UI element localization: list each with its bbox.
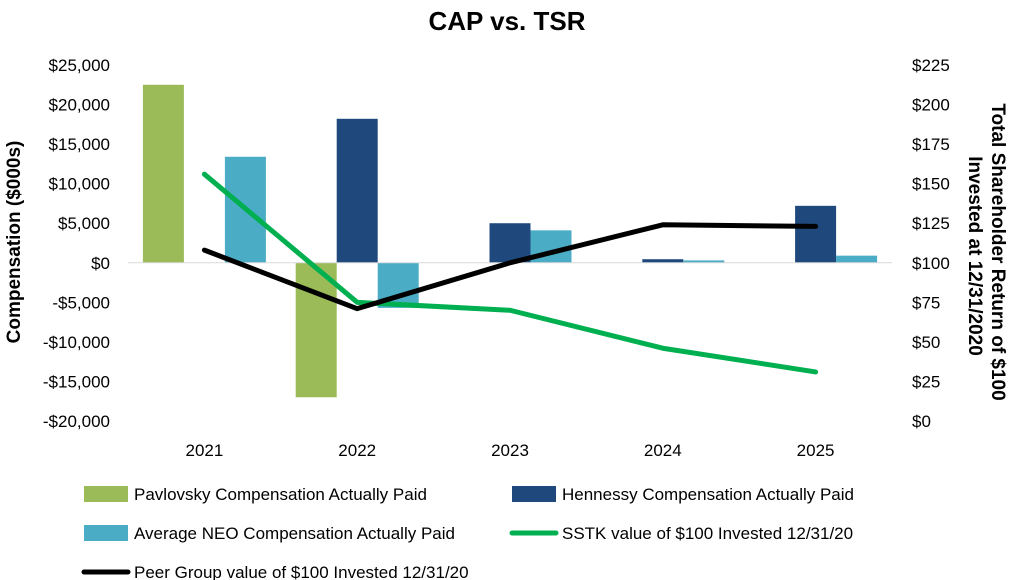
right-tick-label: $75	[912, 293, 940, 312]
right-tick-label: $225	[912, 56, 950, 75]
left-axis-ticks: $25,000 $20,000 $15,000 $10,000 $5,000 $0 -$5,…	[43, 56, 110, 431]
chart-title: CAP vs. TSR	[428, 6, 585, 36]
left-tick-label: $5,000	[58, 214, 110, 233]
right-tick-label: $50	[912, 333, 940, 352]
left-tick-label: $20,000	[49, 96, 110, 115]
legend-label: SSTK value of $100 Invested 12/31/20	[562, 524, 853, 543]
left-axis-title: Compensation ($000s)	[4, 141, 25, 344]
bar-hennessy-2022	[336, 118, 378, 263]
x-tick-label: 2021	[185, 441, 223, 460]
legend-swatch	[84, 525, 128, 541]
right-tick-label: $175	[912, 135, 950, 154]
chart-legend: Pavlovsky Compensation Actually Paid Henn…	[81, 485, 854, 580]
right-axis-title-line-1: Total Shareholder Return of $100	[987, 103, 1008, 400]
lines-layer	[201, 171, 819, 375]
sstk-line	[201, 171, 819, 375]
left-tick-label: -$10,000	[43, 333, 110, 352]
x-tick-label: 2023	[491, 441, 529, 460]
right-tick-label: $25	[912, 372, 940, 391]
right-tick-label: $100	[912, 254, 950, 273]
left-tick-label: -$15,000	[43, 372, 110, 391]
bars-layer	[142, 84, 878, 398]
bar-hennessy-2025	[795, 205, 837, 263]
legend-label: Average NEO Compensation Actually Paid	[134, 524, 455, 543]
legend-swatch	[512, 486, 556, 502]
bar-pavlovsky-2021	[142, 84, 184, 263]
legend-label: Hennessy Compensation Actually Paid	[562, 485, 854, 504]
right-tick-label: $0	[912, 412, 931, 431]
legend-swatch	[84, 486, 128, 502]
x-tick-label: 2024	[644, 441, 682, 460]
bar-average-2024	[683, 260, 725, 263]
left-tick-label: -$20,000	[43, 412, 110, 431]
right-tick-label: $150	[912, 175, 950, 194]
left-tick-label: $10,000	[49, 175, 110, 194]
left-tick-label: $15,000	[49, 135, 110, 154]
right-axis-title-line-2: Invested at 12/31/2020	[964, 156, 985, 356]
legend-label: Pavlovsky Compensation Actually Paid	[134, 485, 427, 504]
right-axis-ticks: $225 $200 $175 $150 $125 $100 $75 $50 $25 $0	[912, 56, 950, 431]
bar-hennessy-2023	[489, 223, 531, 263]
x-axis-ticks: 2021 2022 2023 2024 2025	[185, 441, 834, 460]
left-tick-label: $25,000	[49, 56, 110, 75]
right-tick-label: $200	[912, 96, 950, 115]
legend-label: Peer Group value of $100 Invested 12/31/…	[134, 563, 469, 580]
peer-group-line	[201, 222, 819, 312]
bar-hennessy-2024	[642, 259, 684, 263]
x-tick-label: 2022	[338, 441, 376, 460]
right-tick-label: $125	[912, 214, 950, 233]
x-tick-label: 2025	[797, 441, 835, 460]
left-tick-label: $0	[91, 254, 110, 273]
left-tick-label: -$5,000	[52, 293, 110, 312]
bar-average-2025	[836, 255, 878, 263]
